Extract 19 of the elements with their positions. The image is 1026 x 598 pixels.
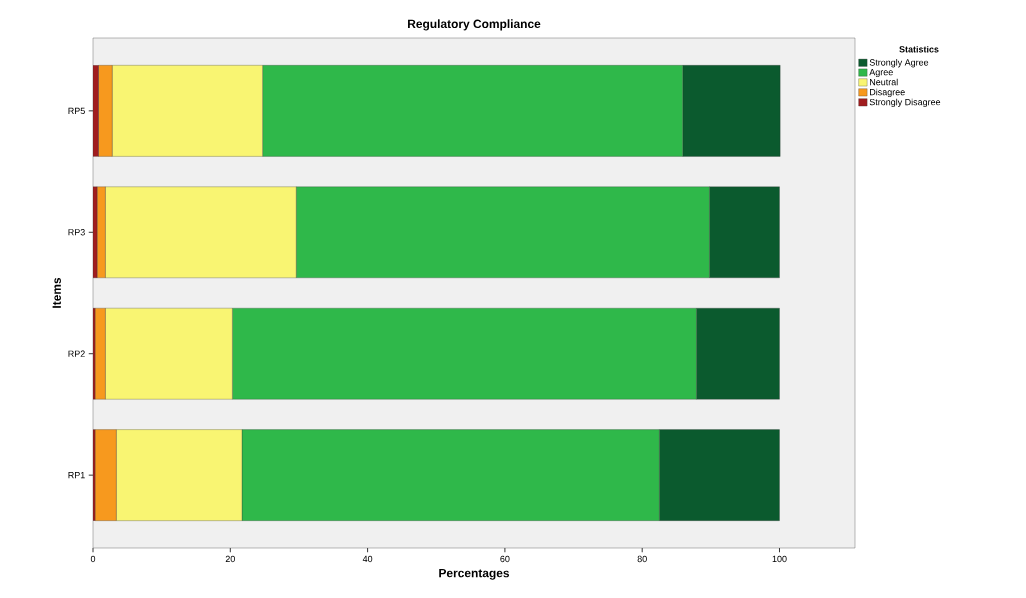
y-tick-label: RP5	[68, 107, 85, 114]
chart-title: Regulatory Compliance	[408, 19, 541, 31]
x-axis-title: Percentages	[439, 568, 510, 580]
legend-label: Strongly Disagree	[869, 98, 941, 107]
x-tick-label: 20	[225, 555, 235, 563]
y-tick-label: RP2	[68, 350, 85, 357]
legend-label: Agree	[869, 69, 893, 78]
x-tick-label: 40	[362, 555, 373, 563]
x-tick-label: 80	[637, 555, 647, 563]
legend-title: Statistics	[899, 45, 939, 53]
x-tick-label: 60	[500, 555, 510, 563]
y-tick-label: RP1	[68, 472, 85, 479]
x-tick-label: 0	[90, 555, 96, 563]
legend-label: Strongly Agree	[869, 59, 929, 68]
y-tick-label: RP3	[68, 229, 85, 236]
x-tick-label: 100	[772, 555, 787, 563]
y-axis-title: Items	[52, 277, 61, 308]
legend-label: Disagree	[870, 88, 905, 98]
legend-label: Neutral	[870, 78, 898, 86]
